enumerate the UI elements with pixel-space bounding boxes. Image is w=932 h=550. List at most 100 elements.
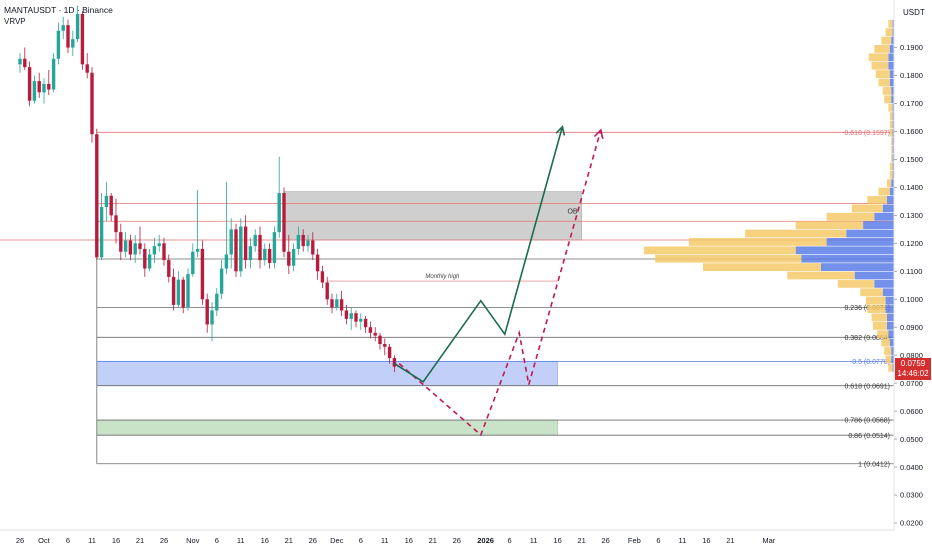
- volume-up-bar-3: [889, 45, 894, 53]
- zone-OB: [283, 191, 582, 241]
- volume-down-bar-20: [878, 187, 890, 196]
- candle-body-46: [239, 226, 243, 272]
- candle-body-65: [330, 299, 334, 308]
- volume-up-bar-13: [892, 128, 894, 137]
- volume-down-bar-22: [851, 204, 883, 213]
- volume-down-bar-35: [871, 313, 887, 322]
- volume-up-bar-19: [891, 179, 894, 188]
- candle-body-27: [147, 254, 152, 269]
- y-tick-label-13: 0.1500: [900, 155, 923, 164]
- zone-demand: [96, 361, 558, 386]
- candle-body-40: [210, 310, 214, 325]
- candle-body-30: [162, 243, 166, 261]
- volume-down-bar-18: [889, 170, 893, 179]
- volume-down-bar-1: [885, 28, 893, 37]
- fib-label-3: 0.5 (0.0778): [852, 359, 890, 366]
- volume-down-bar-40: [885, 355, 892, 364]
- y-tick-label-15: 0.1700: [900, 99, 923, 108]
- volume-down-bar-29: [702, 263, 821, 271]
- y-tick-label-5: 0.0700: [900, 379, 923, 388]
- candle-body-60: [306, 240, 310, 247]
- candle-body-5: [42, 83, 46, 93]
- y-tick-label-8: 0.1000: [900, 295, 923, 304]
- volume-down-bar-38: [881, 338, 890, 347]
- candle-body-11: [71, 39, 75, 48]
- candle-body-13: [80, 13, 85, 65]
- currency-label: USDT: [903, 8, 925, 17]
- candle-body-29: [157, 243, 161, 247]
- x-tick-label-12: 26: [309, 536, 317, 545]
- x-tick-label-24: 26: [601, 536, 609, 545]
- y-tick-label-0: 0.0200: [900, 519, 923, 528]
- candle-body-7: [51, 58, 56, 90]
- x-tick-label-14: 6: [359, 536, 363, 545]
- candle-body-23: [128, 240, 133, 255]
- volume-down-bar-14: [891, 137, 893, 146]
- volume-down-bar-32: [860, 288, 883, 297]
- fib-label-5: 0.786 (0.0568): [844, 418, 890, 425]
- volume-down-bar-9: [884, 95, 892, 104]
- volume-up-bar-6: [889, 70, 894, 79]
- fib-label-6: 0.86 (0.0514): [848, 433, 890, 440]
- x-tick-label-26: 6: [656, 536, 660, 545]
- candle-body-66: [335, 299, 339, 308]
- candle-body-20: [114, 215, 118, 233]
- fib-label-1: 0.236 (0.0971): [844, 305, 890, 312]
- candle-body-72: [363, 318, 368, 328]
- volume-up-bar-25: [846, 229, 894, 238]
- volume-up-bar-18: [892, 170, 894, 179]
- candle-body-38: [200, 248, 205, 300]
- volume-up-bar-9: [891, 95, 894, 104]
- candle-body-15: [90, 72, 94, 135]
- volume-up-bar-33: [885, 296, 894, 305]
- candle-body-58: [296, 234, 301, 249]
- candle-body-18: [104, 195, 109, 207]
- volume-down-bar-8: [882, 87, 892, 95]
- volume-up-bar-41: [892, 363, 894, 372]
- x-tick-label-30: Mar: [762, 536, 775, 545]
- volume-down-bar-24: [795, 221, 864, 230]
- y-tick-label-4: 0.0600: [900, 407, 923, 416]
- volume-up-bar-28: [801, 254, 894, 263]
- candle-body-77: [387, 346, 392, 358]
- volume-down-bar-21: [867, 196, 887, 204]
- candle-body-56: [287, 251, 291, 266]
- volume-up-bar-15: [892, 145, 894, 154]
- symbol-title: MANTAUSDT · 1D · Binance: [4, 5, 113, 15]
- candle-body-12: [75, 13, 80, 40]
- volume-down-bar-3: [874, 45, 890, 53]
- candle-body-42: [219, 268, 224, 294]
- y-tick-label-1: 0.0300: [900, 491, 923, 500]
- last-price-value: 0.0759: [900, 359, 926, 368]
- candle-body-28: [152, 246, 157, 255]
- candle-body-2: [27, 67, 32, 101]
- projection-solid-path-arrowhead: [555, 125, 566, 136]
- x-tick-label-10: 16: [261, 536, 269, 545]
- candle-body-64: [325, 282, 329, 300]
- candle-body-37: [195, 248, 200, 252]
- candle-body-50: [258, 234, 262, 261]
- fib-label-2: 0.382 (0.0864): [844, 335, 890, 342]
- volume-down-bar-23: [826, 212, 875, 221]
- candle-body-39: [205, 299, 209, 325]
- candle-body-3: [32, 81, 37, 101]
- x-tick-label-28: 16: [702, 536, 710, 545]
- volume-up-bar-12: [892, 120, 894, 129]
- bar-countdown: 14:46:02: [897, 369, 929, 378]
- volume-down-bar-0: [888, 19, 893, 28]
- volume-up-bar-30: [854, 271, 894, 280]
- volume-down-bar-39: [884, 347, 892, 355]
- x-tick-label-9: 11: [237, 536, 245, 545]
- candle-body-71: [359, 318, 363, 322]
- indicator-label[interactable]: VRVP: [4, 17, 26, 26]
- x-tick-label-7: Nov: [186, 536, 200, 545]
- volume-down-bar-13: [889, 128, 893, 137]
- volume-down-bar-36: [872, 321, 887, 330]
- candle-body-33: [176, 279, 181, 305]
- candle-body-1: [23, 58, 27, 68]
- candle-body-8: [56, 30, 61, 59]
- volume-down-bar-33: [865, 296, 886, 305]
- candle-body-59: [301, 234, 305, 247]
- candle-body-62: [315, 254, 320, 272]
